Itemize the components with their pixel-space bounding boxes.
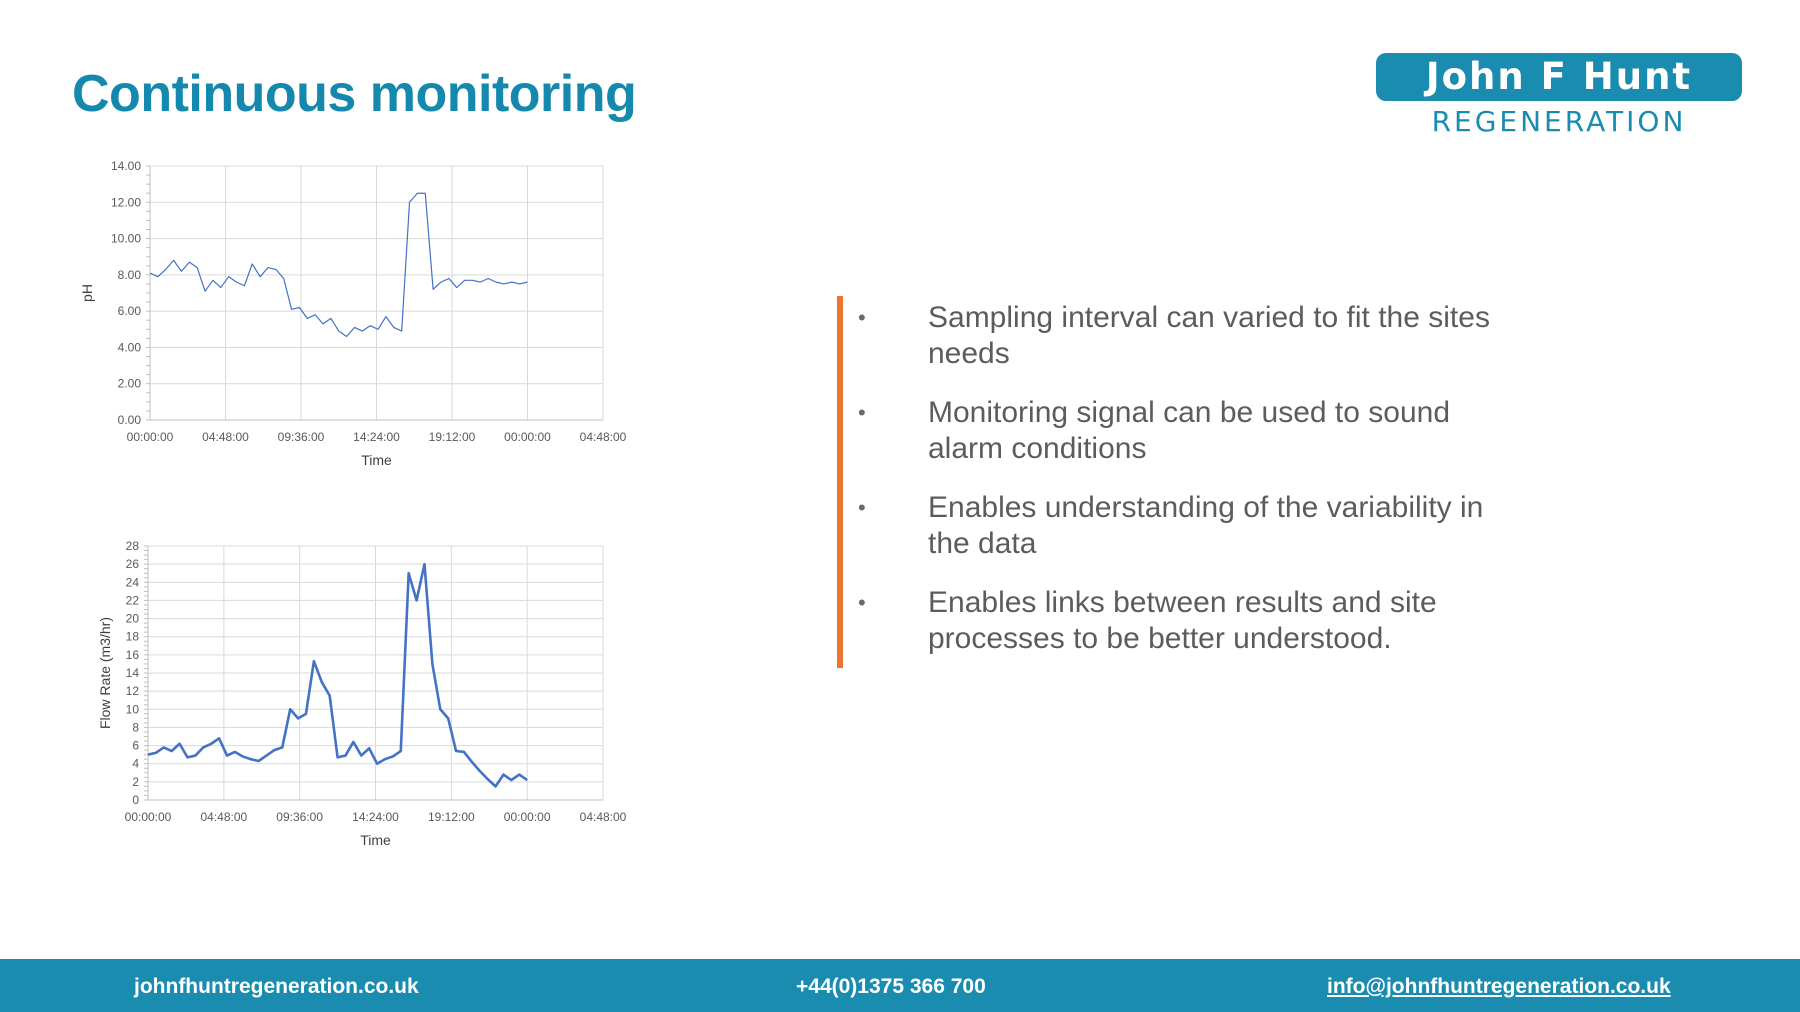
ph-chart: 0.00 2.00 4.00 6.00 8.00 10.00 12.00 14.00 00:00… xyxy=(79,159,627,468)
y-tick-label: 10 xyxy=(126,702,140,716)
x-axis-title: Time xyxy=(361,452,392,468)
y-tick-label: 28 xyxy=(126,539,140,553)
y-tick-label: 12.00 xyxy=(111,195,141,209)
bullet-marker: • xyxy=(858,400,866,425)
footer-phone: +44(0)1375 366 700 xyxy=(796,975,986,998)
x-tick-label: 04:48:00 xyxy=(200,810,247,824)
y-tick-label: 10.00 xyxy=(111,232,141,246)
x-tick-label: 04:48:00 xyxy=(580,430,627,444)
y-tick-label: 18 xyxy=(126,630,140,644)
y-tick-label: 14 xyxy=(126,666,140,680)
x-tick-label: 00:00:00 xyxy=(125,810,172,824)
bullet-text: Enables understanding of the variability… xyxy=(928,491,1484,560)
series-line xyxy=(149,192,528,338)
page-title: Continuous monitoring xyxy=(72,65,637,123)
bullet-marker: • xyxy=(858,590,866,615)
bullet-item: • Monitoring signal can be used to sound… xyxy=(858,395,1498,467)
series-line xyxy=(147,562,528,788)
x-tick-label: 09:36:00 xyxy=(278,430,325,444)
bullet-item: • Sampling interval can varied to fit th… xyxy=(858,300,1498,372)
x-tick-label: 19:12:00 xyxy=(429,430,476,444)
y-tick-label: 2 xyxy=(132,775,139,789)
footer-bar: johnfhuntregeneration.co.uk +44(0)1375 3… xyxy=(0,959,1800,1012)
x-axis-title: Time xyxy=(360,832,391,848)
y-tick-label: 12 xyxy=(126,684,140,698)
y-tick-label: 6 xyxy=(132,739,139,753)
bullet-marker: • xyxy=(858,305,866,330)
bullet-item: • Enables links between results and site… xyxy=(858,585,1498,657)
y-axis-title: Flow Rate (m3/hr) xyxy=(97,617,113,729)
y-tick-label: 16 xyxy=(126,648,140,662)
y-tick-label: 8.00 xyxy=(118,268,142,282)
y-tick-label: 20 xyxy=(126,612,140,626)
y-tick-label: 4 xyxy=(132,757,139,771)
y-axis-title: pH xyxy=(79,284,95,302)
y-tick-label: 24 xyxy=(126,575,140,589)
footer-website[interactable]: johnfhuntregeneration.co.uk xyxy=(134,975,419,998)
footer-email-link[interactable]: info@johnfhuntregeneration.co.uk xyxy=(1327,975,1671,998)
y-tick-label: 22 xyxy=(126,593,140,607)
x-tick-label: 04:48:00 xyxy=(202,430,249,444)
x-tick-label: 00:00:00 xyxy=(127,430,174,444)
logo-tagline: REGENERATION xyxy=(1431,105,1687,138)
bullet-text: Sampling interval can varied to fit the … xyxy=(928,301,1490,370)
y-tick-label: 8 xyxy=(132,720,139,734)
y-tick-label: 26 xyxy=(126,557,140,571)
accent-bar xyxy=(837,296,843,668)
x-tick-label: 04:48:00 xyxy=(580,810,627,824)
x-tick-label: 00:00:00 xyxy=(504,430,551,444)
y-tick-label: 0 xyxy=(132,793,139,807)
x-tick-label: 19:12:00 xyxy=(428,810,475,824)
bullet-list: • Sampling interval can varied to fit th… xyxy=(858,300,1498,680)
y-tick-label: 4.00 xyxy=(118,340,142,354)
logo-name: John F Hunt xyxy=(1376,53,1742,101)
x-tick-label: 00:00:00 xyxy=(504,810,551,824)
x-tick-label: 14:24:00 xyxy=(352,810,399,824)
x-tick-label: 09:36:00 xyxy=(276,810,323,824)
company-logo: John F Hunt REGENERATION xyxy=(1376,53,1742,138)
y-tick-label: 0.00 xyxy=(118,413,142,427)
y-tick-label: 6.00 xyxy=(118,304,142,318)
bullet-text: Monitoring signal can be used to sound a… xyxy=(928,396,1451,465)
bullet-item: • Enables understanding of the variabili… xyxy=(858,490,1498,562)
bullet-text: Enables links between results and site p… xyxy=(928,586,1437,655)
y-tick-label: 14.00 xyxy=(111,159,141,173)
bullet-marker: • xyxy=(858,495,866,520)
x-tick-label: 14:24:00 xyxy=(353,430,400,444)
y-tick-label: 2.00 xyxy=(118,377,142,391)
